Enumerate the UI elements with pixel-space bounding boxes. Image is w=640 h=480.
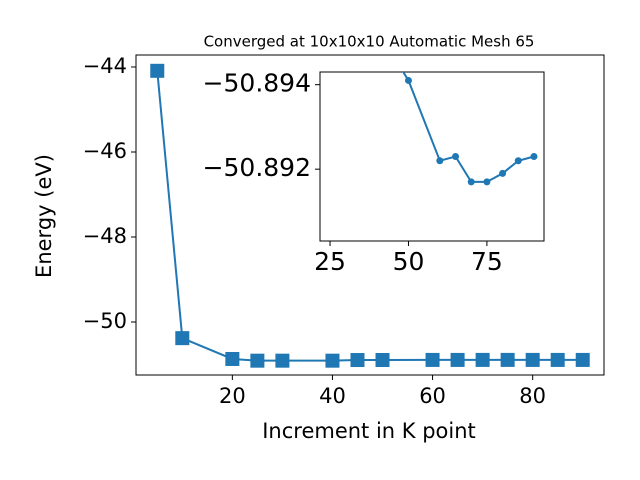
marker (404, 76, 412, 84)
series-area (402, 72, 538, 186)
y-tick-label: −46 (83, 139, 127, 163)
marker (500, 352, 515, 367)
x-tick-label: 25 (314, 247, 346, 276)
marker (530, 153, 538, 160)
marker (514, 157, 522, 165)
x-axis-label: Increment in K point (262, 419, 476, 443)
y-tick-label: −50.892 (203, 153, 311, 182)
marker (175, 331, 190, 346)
x-tick-label: 60 (419, 384, 446, 408)
marker (325, 353, 340, 368)
marker (483, 178, 491, 186)
marker (250, 353, 265, 368)
marker (436, 157, 444, 165)
marker (499, 169, 507, 177)
marker (425, 352, 440, 367)
series-area (150, 63, 590, 368)
y-tick-label: −48 (83, 224, 127, 248)
inset-chart: 25 50 75 −50.894 −50.892 (203, 69, 545, 276)
marker (467, 178, 475, 186)
marker (575, 352, 590, 367)
marker (475, 352, 490, 367)
chart-title: Converged at 10x10x10 Automatic Mesh 65 (204, 33, 535, 51)
x-tick-label: 20 (219, 384, 246, 408)
x-tick-label: 50 (393, 247, 425, 276)
plot-area (319, 71, 545, 242)
marker (150, 63, 165, 78)
marker (275, 353, 290, 368)
marker (550, 352, 565, 367)
marker (452, 153, 460, 160)
marker (375, 353, 390, 368)
marker (450, 352, 465, 367)
marker (225, 351, 240, 366)
y-tick-label: −50 (83, 309, 127, 333)
x-tick-label: 80 (519, 384, 546, 408)
y-tick-label: −44 (83, 54, 127, 78)
x-tick-label: 40 (319, 384, 346, 408)
marker (350, 353, 365, 368)
y-axis-label: Energy (eV) (32, 154, 56, 278)
y-tick-label: −50.894 (203, 69, 311, 98)
x-tick-label: 75 (471, 247, 503, 276)
marker (525, 352, 540, 367)
